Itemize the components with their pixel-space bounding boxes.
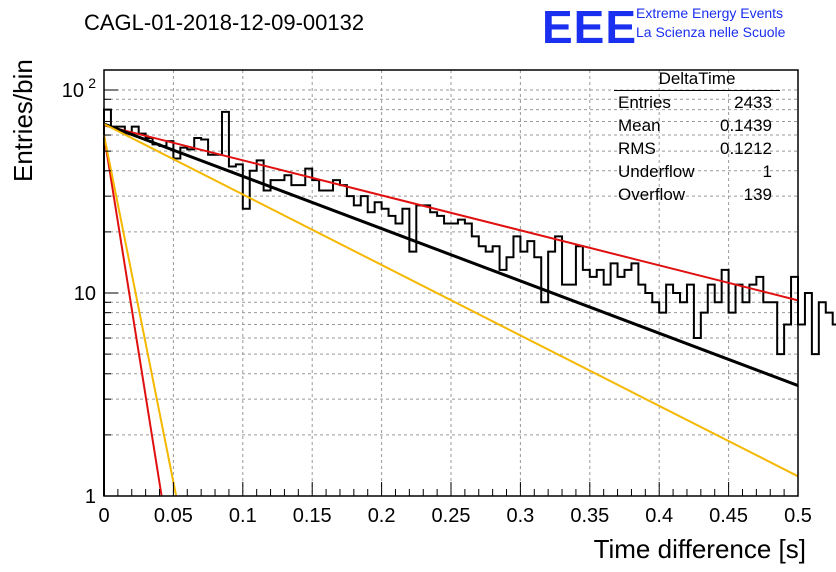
- curve-red-0: [103, 124, 799, 302]
- x-tick-label: 0.1: [229, 505, 257, 527]
- stats-label: Mean: [618, 116, 661, 135]
- x-tick-label: 0.15: [293, 505, 332, 527]
- y-tick-label: 10: [74, 283, 96, 305]
- stats-value: 0.1212: [720, 139, 772, 158]
- x-tick-label: 0: [98, 505, 109, 527]
- x-tick-label: 0.45: [709, 505, 748, 527]
- stats-value: 139: [743, 185, 772, 204]
- stats-value: 2433: [734, 93, 772, 112]
- stats-title: DeltaTime: [614, 68, 780, 91]
- stats-label: Underflow: [618, 162, 695, 181]
- curve-yellow-2: [103, 123, 799, 478]
- histogram-steps: [103, 108, 836, 496]
- x-tick-label: 0.35: [570, 505, 609, 527]
- stats-row-overflow: Overflow 139: [614, 183, 780, 206]
- stats-box: DeltaTime Entries 2433 Mean 0.1439 RMS 0…: [614, 68, 780, 206]
- logo-line-2: La Scienza nelle Scuole: [636, 24, 786, 40]
- x-tick-label: 0.4: [645, 505, 673, 527]
- curve-red-3: [103, 134, 163, 497]
- x-tick-label: 0.2: [368, 505, 396, 527]
- histogram-series: [103, 108, 836, 496]
- x-tick-label: 0.25: [432, 505, 471, 527]
- stats-label: Entries: [618, 93, 671, 112]
- stats-value: 1: [762, 162, 772, 181]
- y-tick-exponent: 2: [88, 75, 96, 91]
- eee-logo: EEE: [542, 1, 638, 53]
- x-tick-label: 0.3: [506, 505, 534, 527]
- run-title: CAGL-01-2018-12-09-00132: [84, 10, 365, 35]
- fit-curves: [103, 122, 799, 497]
- x-axis-label: Time difference [s]: [593, 534, 806, 564]
- curve-yellow-4: [103, 134, 178, 497]
- stats-row-rms: RMS 0.1212: [614, 137, 780, 160]
- stats-row-mean: Mean 0.1439: [614, 114, 780, 137]
- x-tick-label: 0.05: [154, 505, 193, 527]
- stats-row-entries: Entries 2433: [614, 91, 780, 114]
- stats-label: RMS: [618, 139, 656, 158]
- stats-value: 0.1439: [720, 116, 772, 135]
- y-axis-label: Entries/bin: [8, 59, 38, 182]
- y-tick-label: 1: [85, 486, 96, 508]
- stats-label: Overflow: [618, 185, 686, 204]
- x-tick-label: 0.5: [784, 505, 812, 527]
- stats-row-underflow: Underflow 1: [614, 160, 780, 183]
- curve-fit-1: [103, 122, 799, 387]
- axis-ticks: 0 0.05 0.1 0.15 0.2 0.25 0.3 0.35 0.4 0.45 0.5 1 10 1…: [62, 75, 812, 527]
- y-tick-label: 10: [62, 80, 84, 102]
- logo-line-1: Extreme Energy Events: [636, 5, 784, 21]
